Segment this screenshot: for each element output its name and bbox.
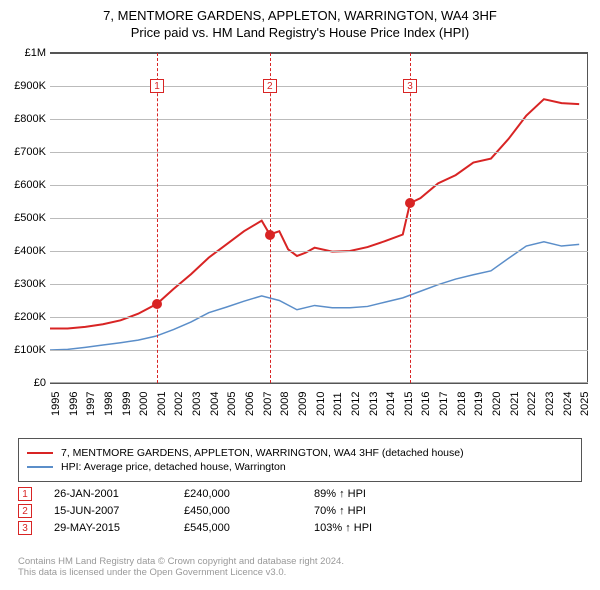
x-axis-ticks: 1995 1996 1997 1998 1999 2000 2001 2002 2003 2004… (50, 382, 588, 442)
x-tick-label: 2008 (279, 392, 291, 416)
chart-marker-dot (265, 230, 275, 240)
legend-label-property: 7, MENTMORE GARDENS, APPLETON, WARRINGTO… (61, 447, 464, 459)
chart-marker-box: 1 (150, 79, 164, 93)
x-tick-label: 2020 (491, 392, 503, 416)
x-tick-label: 2024 (562, 392, 574, 416)
x-tick-label: 2018 (456, 392, 468, 416)
chart-marker-dot (405, 198, 415, 208)
x-tick-label: 1996 (68, 392, 80, 416)
x-tick-label: 2009 (297, 392, 309, 416)
x-tick-label: 2023 (544, 392, 556, 416)
chart-container: 7, MENTMORE GARDENS, APPLETON, WARRINGTO… (0, 0, 600, 590)
x-tick-label: 2010 (315, 392, 327, 416)
x-tick-label: 2003 (191, 392, 203, 416)
x-tick-label: 1997 (85, 392, 97, 416)
chart-marker-box: 2 (263, 79, 277, 93)
x-tick-label: 2004 (209, 392, 221, 416)
x-tick-label: 2022 (526, 392, 538, 416)
event-price: £450,000 (184, 505, 314, 517)
y-tick-label: £1M (2, 47, 46, 59)
plot-area: £0£100K£200K£300K£400K£500K£600K£700K£80… (50, 52, 588, 382)
footer: Contains HM Land Registry data © Crown c… (18, 556, 582, 578)
legend-row-hpi: HPI: Average price, detached house, Warr… (27, 461, 573, 473)
event-price: £545,000 (184, 522, 314, 534)
x-tick-label: 1995 (50, 392, 62, 416)
event-pct: 89% ↑ HPI (314, 488, 366, 500)
x-tick-label: 1999 (121, 392, 133, 416)
x-tick-label: 2006 (244, 392, 256, 416)
y-tick-label: £0 (2, 377, 46, 389)
x-tick-label: 1998 (103, 392, 115, 416)
x-tick-label: 2011 (332, 392, 344, 416)
title-block: 7, MENTMORE GARDENS, APPLETON, WARRINGTO… (0, 0, 600, 40)
title-line1: 7, MENTMORE GARDENS, APPLETON, WARRINGTO… (0, 8, 600, 23)
event-row: 2 15-JUN-2007 £450,000 70% ↑ HPI (18, 504, 582, 518)
event-pct: 103% ↑ HPI (314, 522, 372, 534)
x-tick-label: 2000 (138, 392, 150, 416)
y-tick-label: £900K (2, 80, 46, 92)
legend-row-property: 7, MENTMORE GARDENS, APPLETON, WARRINGTO… (27, 447, 573, 459)
x-tick-label: 2016 (420, 392, 432, 416)
event-marker-3: 3 (18, 521, 32, 535)
x-tick-label: 2019 (473, 392, 485, 416)
legend-swatch-hpi (27, 466, 53, 468)
x-tick-label: 2002 (173, 392, 185, 416)
event-date: 29-MAY-2015 (54, 522, 184, 534)
x-tick-label: 2005 (226, 392, 238, 416)
event-date: 15-JUN-2007 (54, 505, 184, 517)
y-tick-label: £400K (2, 245, 46, 257)
title-line2: Price paid vs. HM Land Registry's House … (0, 25, 600, 40)
x-tick-label: 2025 (579, 392, 591, 416)
event-price: £240,000 (184, 488, 314, 500)
x-tick-label: 2021 (509, 392, 521, 416)
x-tick-label: 2013 (368, 392, 380, 416)
event-marker-2: 2 (18, 504, 32, 518)
x-tick-label: 2014 (385, 392, 397, 416)
legend: 7, MENTMORE GARDENS, APPLETON, WARRINGTO… (18, 438, 582, 482)
x-tick-label: 2001 (156, 392, 168, 416)
event-pct: 70% ↑ HPI (314, 505, 366, 517)
events-table: 1 26-JAN-2001 £240,000 89% ↑ HPI 2 15-JU… (18, 484, 582, 538)
footer-line2: This data is licensed under the Open Gov… (18, 567, 582, 578)
legend-label-hpi: HPI: Average price, detached house, Warr… (61, 461, 286, 473)
x-tick-label: 2015 (403, 392, 415, 416)
y-tick-label: £300K (2, 278, 46, 290)
y-tick-label: £700K (2, 146, 46, 158)
y-tick-label: £500K (2, 212, 46, 224)
x-tick-label: 2012 (350, 392, 362, 416)
legend-swatch-property (27, 452, 53, 454)
y-tick-label: £600K (2, 179, 46, 191)
footer-line1: Contains HM Land Registry data © Crown c… (18, 556, 582, 567)
event-date: 26-JAN-2001 (54, 488, 184, 500)
y-tick-label: £200K (2, 311, 46, 323)
x-tick-label: 2007 (262, 392, 274, 416)
chart-marker-box: 3 (403, 79, 417, 93)
event-row: 1 26-JAN-2001 £240,000 89% ↑ HPI (18, 487, 582, 501)
x-tick-label: 2017 (438, 392, 450, 416)
chart-marker-dot (152, 299, 162, 309)
event-marker-1: 1 (18, 487, 32, 501)
event-row: 3 29-MAY-2015 £545,000 103% ↑ HPI (18, 521, 582, 535)
y-tick-label: £100K (2, 344, 46, 356)
y-tick-label: £800K (2, 113, 46, 125)
